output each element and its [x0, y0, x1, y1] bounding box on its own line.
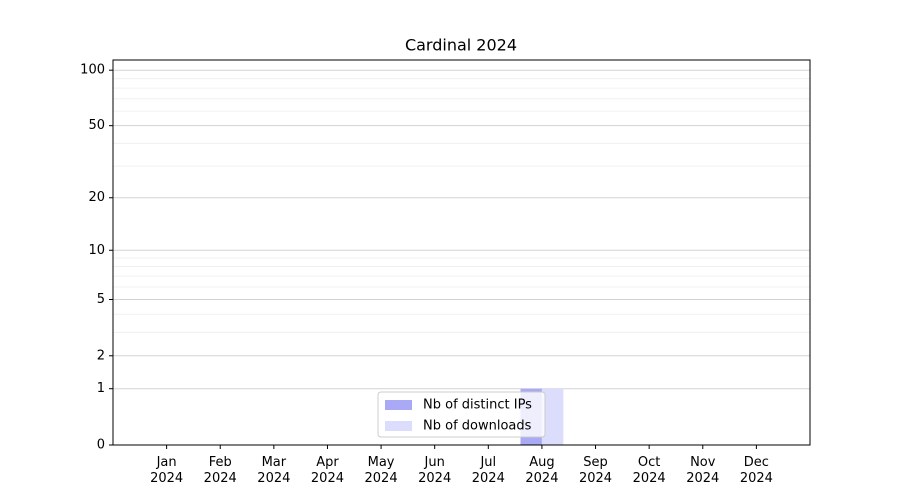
legend-label: Nb of distinct IPs [423, 398, 532, 413]
legend-frame [377, 391, 546, 438]
y-tick-label: 50 [88, 118, 105, 133]
y-tick-label: 10 [88, 243, 105, 258]
x-tick-label: Aug 2024 [525, 455, 558, 486]
x-tick-label: Jan 2024 [150, 455, 183, 486]
y-tick-label: 2 [97, 348, 105, 363]
x-tick-label: Apr 2024 [311, 455, 344, 486]
y-tick-label: 0 [97, 438, 105, 453]
x-tick-label: Oct 2024 [633, 455, 666, 486]
x-tick-label: Mar 2024 [257, 455, 290, 486]
plot-frame [112, 59, 811, 446]
x-tick-label: Feb 2024 [204, 455, 237, 486]
x-tick-label: May 2024 [365, 455, 398, 486]
bar [541, 388, 564, 445]
y-tick-label: 100 [80, 63, 105, 78]
chart-title: Cardinal 2024 [405, 36, 517, 55]
x-tick-label: Sep 2024 [579, 455, 612, 486]
x-tick-label: Nov 2024 [686, 455, 719, 486]
legend-label: Nb of downloads [423, 419, 532, 434]
y-tick-label: 5 [97, 292, 105, 307]
y-tick-label: 1 [97, 381, 105, 396]
x-tick-label: Dec 2024 [740, 455, 773, 486]
x-tick-label: Jul 2024 [472, 455, 505, 486]
legend-swatch [385, 421, 412, 431]
y-tick-label: 20 [88, 190, 105, 205]
x-tick-label: Jun 2024 [418, 455, 451, 486]
legend-swatch [385, 400, 412, 410]
